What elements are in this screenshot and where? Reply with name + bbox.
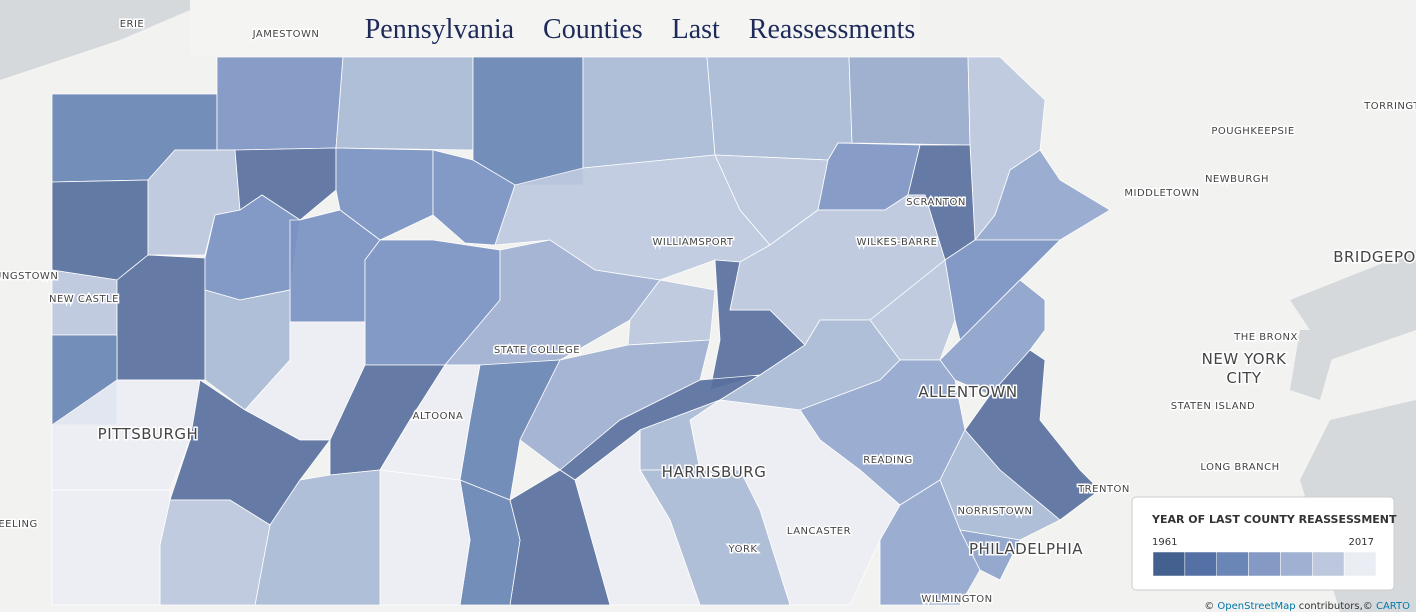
county bbox=[879, 479, 981, 606]
county bbox=[159, 499, 271, 606]
place-label: TORRINGT bbox=[1363, 101, 1416, 112]
place-label: OUNGSTOWN bbox=[0, 271, 58, 282]
county bbox=[51, 489, 171, 606]
legend-swatch bbox=[1248, 551, 1281, 577]
place-label: NEWBURGH bbox=[1205, 174, 1269, 185]
legend: YEAR OF LAST COUNTY REASSESSMENT 1961 20… bbox=[1131, 496, 1397, 591]
county bbox=[848, 56, 971, 146]
county bbox=[706, 56, 853, 161]
county bbox=[379, 469, 471, 606]
title-band bbox=[190, 0, 920, 55]
legend-min: 1961 bbox=[1152, 537, 1177, 548]
place-label: BRIDGEPOR bbox=[1333, 248, 1416, 266]
county bbox=[472, 56, 584, 186]
legend-max: 2017 bbox=[1349, 537, 1374, 548]
county bbox=[627, 279, 716, 346]
place-label: PITTSBURGH bbox=[98, 425, 199, 443]
place-label: THE BRONX bbox=[1233, 332, 1298, 343]
county bbox=[444, 239, 661, 366]
place-label: LONG BRANCH bbox=[1200, 462, 1279, 473]
place-label: ALLENTOWN bbox=[918, 383, 1017, 401]
place-label: SCRANTON bbox=[906, 197, 966, 208]
place-label: TRENTON bbox=[1077, 484, 1130, 495]
place-label: WILMINGTON bbox=[921, 594, 992, 605]
place-label: READING bbox=[863, 455, 913, 466]
place-label: NEW YORK bbox=[1202, 350, 1287, 368]
place-label: NEW CASTLE bbox=[49, 294, 119, 305]
legend-swatch bbox=[1280, 551, 1313, 577]
county bbox=[582, 56, 716, 169]
place-label: JAMESTOWN bbox=[252, 29, 320, 40]
place-label: PHILADELPHIA bbox=[969, 540, 1083, 558]
legend-swatch bbox=[1216, 551, 1249, 577]
lake-erie bbox=[0, 0, 190, 80]
attribution-text: contributors,© bbox=[1299, 601, 1373, 612]
legend-swatch bbox=[1152, 551, 1186, 577]
attribution-text: © bbox=[1204, 601, 1214, 612]
place-label: ERIE bbox=[120, 19, 145, 30]
county bbox=[959, 529, 1021, 581]
place-label: HARRISBURG bbox=[662, 463, 767, 481]
place-label: LANCASTER bbox=[787, 526, 851, 537]
legend-swatch bbox=[1312, 551, 1345, 577]
legend-swatches bbox=[1152, 551, 1377, 577]
map-title: Pennsylvania Counties Last Reassessments bbox=[365, 14, 916, 45]
place-label: STATE COLLEGE bbox=[494, 345, 580, 356]
county bbox=[216, 56, 344, 151]
attribution-link[interactable]: OpenStreetMap bbox=[1217, 601, 1295, 612]
place-label: ALTOONA bbox=[413, 411, 464, 422]
attribution-link[interactable]: CARTO bbox=[1376, 601, 1410, 612]
place-label: POUGHKEEPSIE bbox=[1211, 126, 1294, 137]
counties bbox=[51, 56, 1111, 606]
place-label: WILKES-BARRE bbox=[857, 237, 938, 248]
place-label: YORK bbox=[728, 544, 758, 555]
legend-swatch bbox=[1343, 551, 1377, 577]
place-labels: ERIE JAMESTOWN OUNGSTOWN NEW CASTLE PITTSBUR… bbox=[0, 18, 1416, 607]
county bbox=[51, 179, 149, 281]
place-label: NORRISTOWN bbox=[958, 506, 1033, 517]
place-label: STATEN ISLAND bbox=[1171, 401, 1255, 412]
county bbox=[335, 56, 474, 151]
legend-title: YEAR OF LAST COUNTY REASSESSMENT bbox=[1151, 513, 1397, 526]
place-label: MIDDLETOWN bbox=[1124, 188, 1199, 199]
legend-swatch bbox=[1184, 551, 1217, 577]
place-label: WILLIAMSPORT bbox=[653, 237, 734, 248]
county bbox=[116, 254, 206, 381]
place-label: CITY bbox=[1226, 369, 1262, 387]
attribution: © OpenStreetMap contributors,© CARTO bbox=[1204, 601, 1410, 612]
